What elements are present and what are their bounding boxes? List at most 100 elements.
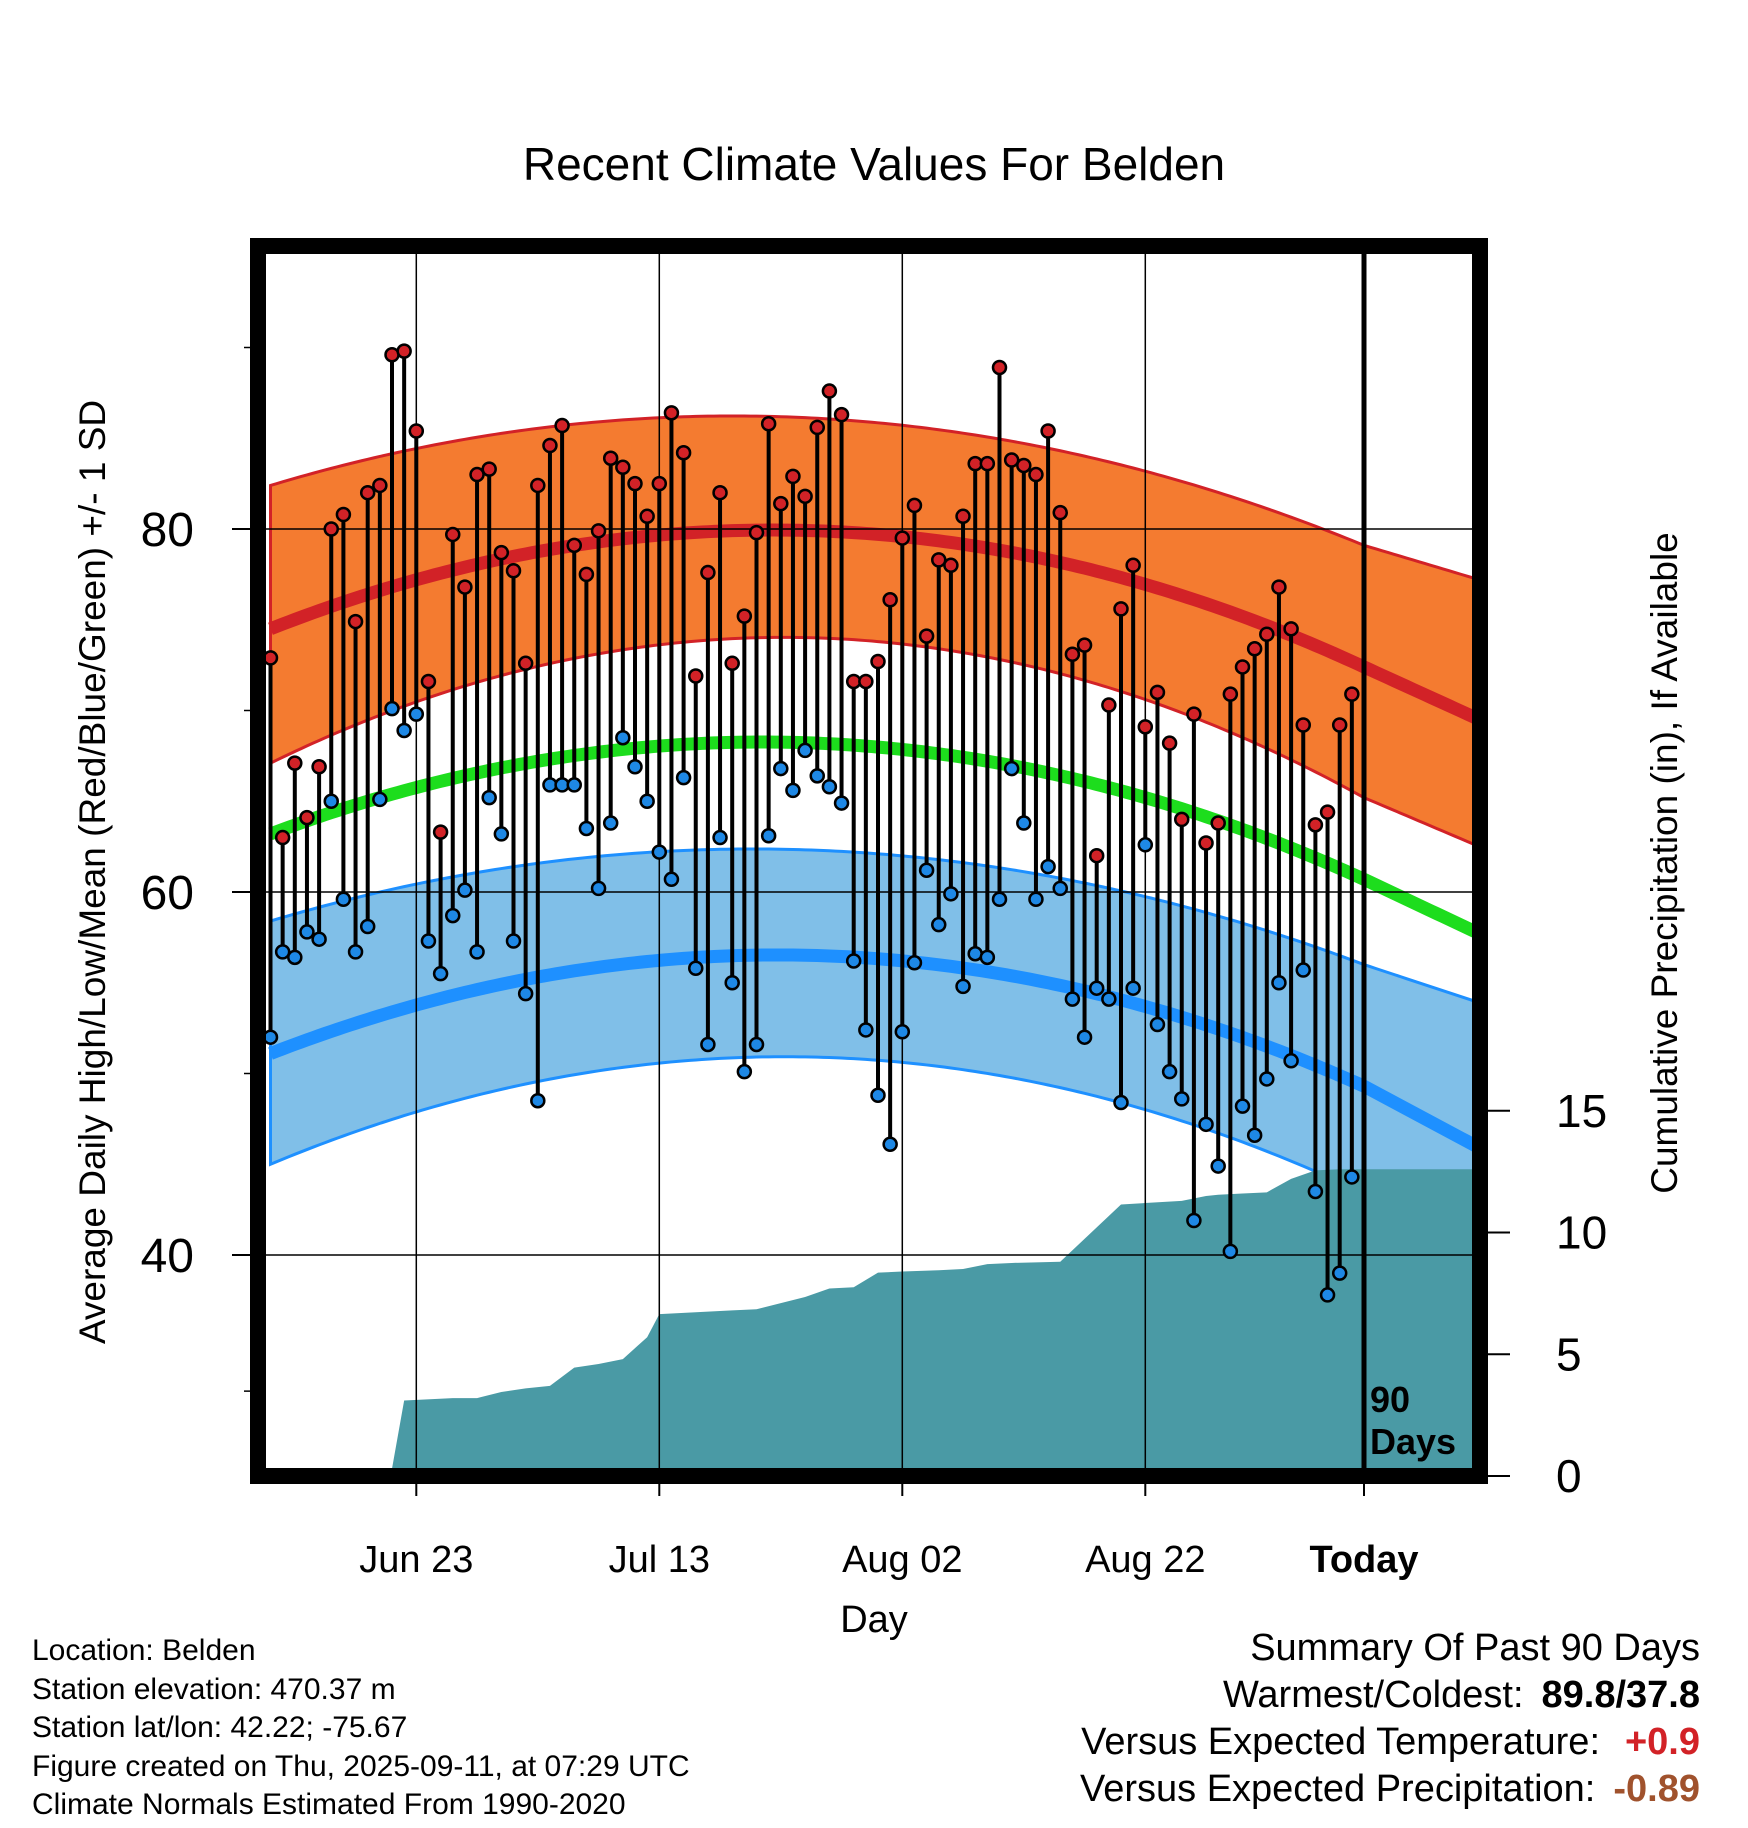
daily-high-point bbox=[931, 552, 947, 568]
daily-low-point bbox=[359, 918, 376, 935]
daily-low-point bbox=[1028, 891, 1044, 908]
summary-precip-row: Versus Expected Precipitation: -0.89 bbox=[1080, 1766, 1700, 1813]
daily-low-point bbox=[1040, 858, 1056, 875]
daily-high-point bbox=[979, 455, 996, 472]
daily-high-point bbox=[408, 423, 425, 439]
daily-high-point bbox=[1331, 717, 1348, 733]
daily-high-point bbox=[1125, 557, 1141, 574]
daily-high-point bbox=[1088, 847, 1105, 864]
x-tick-label: Jun 23 bbox=[359, 1539, 473, 1581]
daily-high-point bbox=[1259, 626, 1275, 643]
daily-low-point bbox=[675, 769, 692, 786]
daily-high-point bbox=[493, 544, 510, 561]
daily-low-point bbox=[918, 862, 935, 878]
y2-tick-label: 15 bbox=[1556, 1085, 1607, 1137]
x-tick-label: Jul 13 bbox=[609, 1539, 710, 1581]
daily-low-point bbox=[1283, 1053, 1299, 1069]
daily-high-point bbox=[1210, 815, 1226, 831]
daily-low-point bbox=[1259, 1071, 1275, 1087]
y2-tick-label: 5 bbox=[1556, 1328, 1582, 1380]
daily-low-point bbox=[821, 778, 838, 795]
daily-low-point bbox=[639, 793, 655, 809]
daily-low-point bbox=[311, 931, 327, 947]
daily-high-point bbox=[1283, 621, 1299, 637]
daily-high-point bbox=[578, 566, 595, 583]
daily-low-point bbox=[602, 815, 619, 831]
daily-low-point bbox=[1174, 1091, 1190, 1107]
daily-high-point bbox=[894, 530, 911, 546]
daily-low-point bbox=[299, 924, 315, 940]
daily-low-point bbox=[372, 791, 388, 808]
daily-low-point bbox=[870, 1087, 886, 1104]
daily-high-point bbox=[505, 562, 522, 579]
daily-low-point bbox=[1113, 1094, 1129, 1111]
daily-high-point bbox=[359, 484, 376, 501]
daily-high-point bbox=[590, 523, 607, 539]
daily-high-point bbox=[323, 521, 339, 537]
daily-low-point bbox=[384, 700, 400, 717]
daily-high-point bbox=[700, 564, 716, 581]
daily-low-point bbox=[493, 826, 510, 842]
normals-text: Climate Normals Estimated From 1990-2020 bbox=[32, 1788, 626, 1821]
chart-title: Recent Climate Values For Belden bbox=[523, 138, 1225, 190]
daily-high-point bbox=[274, 829, 291, 846]
daily-low-point bbox=[408, 706, 425, 722]
daily-low-point bbox=[1186, 1212, 1202, 1229]
daily-low-point bbox=[1161, 1063, 1178, 1080]
daily-low-point bbox=[1222, 1243, 1239, 1260]
daily-high-point bbox=[432, 824, 449, 840]
daily-low-point bbox=[882, 1136, 898, 1153]
daily-low-point bbox=[517, 985, 534, 1002]
daily-low-point bbox=[420, 933, 437, 949]
daily-low-point bbox=[287, 949, 303, 966]
daily-high-point bbox=[1149, 684, 1166, 701]
daily-low-point bbox=[396, 722, 412, 739]
daily-high-point bbox=[347, 613, 364, 630]
daily-high-point bbox=[372, 477, 388, 494]
daily-high-point bbox=[311, 759, 327, 775]
daily-low-point bbox=[760, 827, 777, 844]
daily-low-point bbox=[627, 759, 643, 775]
daily-high-point bbox=[299, 809, 315, 826]
daily-low-point bbox=[748, 1036, 765, 1053]
daily-high-point bbox=[955, 508, 971, 525]
daily-high-point bbox=[906, 497, 923, 514]
precip-area bbox=[392, 1169, 1472, 1468]
daily-low-point bbox=[335, 891, 352, 908]
daily-high-point bbox=[1161, 735, 1178, 751]
daily-low-point bbox=[578, 820, 595, 837]
daily-high-point bbox=[724, 655, 740, 672]
y-tick-label: 40 bbox=[141, 1230, 194, 1283]
x-axis-label: Day bbox=[840, 1599, 908, 1641]
daily-high-point bbox=[1271, 579, 1287, 595]
daily-high-point bbox=[773, 495, 789, 512]
daily-low-point bbox=[1234, 1098, 1251, 1114]
daily-high-point bbox=[1028, 466, 1044, 483]
daily-high-point bbox=[1344, 686, 1360, 702]
daily-low-point bbox=[943, 886, 959, 902]
daily-high-point bbox=[785, 468, 801, 485]
daily-low-point bbox=[445, 907, 461, 924]
daily-low-point bbox=[1344, 1169, 1360, 1185]
daily-high-point bbox=[1234, 659, 1251, 675]
daily-low-point bbox=[894, 1024, 911, 1040]
daily-high-point bbox=[688, 668, 704, 684]
daily-low-point bbox=[845, 953, 862, 969]
y-tick-label: 80 bbox=[141, 504, 194, 557]
x-tick-label: Aug 22 bbox=[1085, 1539, 1205, 1581]
temp-label: Versus Expected Temperature: bbox=[1081, 1721, 1600, 1763]
low-sd-band bbox=[269, 847, 1472, 1305]
today-marker-label: 90 bbox=[1370, 1379, 1410, 1420]
daily-high-point bbox=[943, 557, 959, 574]
daily-low-point bbox=[858, 1022, 874, 1038]
daily-high-point bbox=[882, 592, 898, 608]
daily-high-point bbox=[1198, 835, 1214, 851]
daily-high-point bbox=[287, 755, 303, 771]
daily-low-point bbox=[931, 916, 947, 933]
daily-low-point bbox=[724, 975, 740, 991]
y-axis-label: Average Daily High/Low/Mean (Red/Blue/Gr… bbox=[72, 400, 113, 1344]
daily-low-point bbox=[1307, 1183, 1324, 1200]
daily-low-point bbox=[505, 933, 522, 949]
daily-high-point bbox=[675, 445, 692, 461]
daily-low-point bbox=[1016, 815, 1032, 831]
